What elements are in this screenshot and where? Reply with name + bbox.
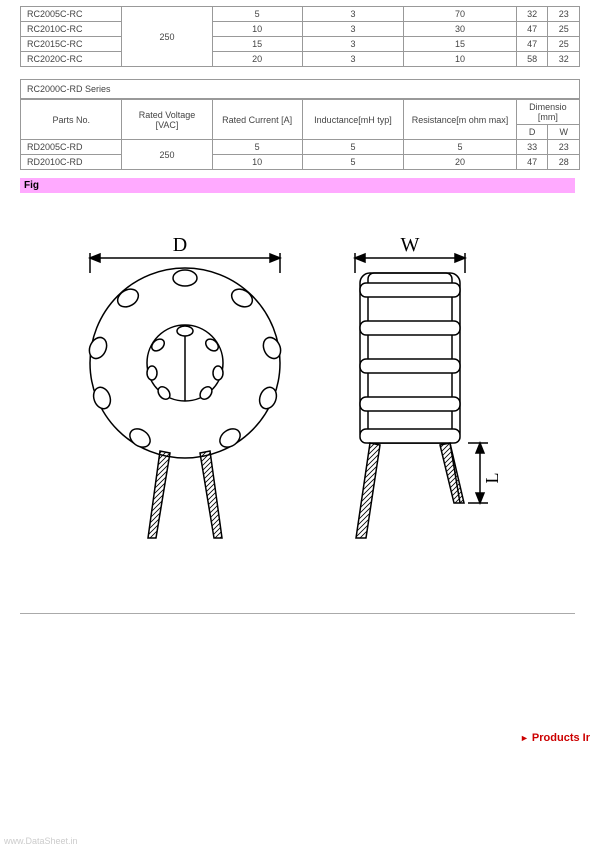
series-label: RC2000C-RD Series xyxy=(21,80,580,99)
part-cell: RD2010C-RD xyxy=(21,155,122,170)
products-link[interactable]: ► Products Ir xyxy=(520,732,590,744)
resistance-cell: 5 xyxy=(404,140,517,155)
resistance-cell: 15 xyxy=(404,37,517,52)
part-cell: RC2005C-RC xyxy=(21,7,122,22)
table-row: RC2010C-RC 10 3 30 47 25 xyxy=(21,22,580,37)
header-resistance: Resistance[m ohm max] xyxy=(404,100,517,140)
resistance-cell: 10 xyxy=(404,52,517,67)
d-cell: 32 xyxy=(516,7,548,22)
diagram-svg: D xyxy=(20,213,580,553)
w-cell: 32 xyxy=(548,52,580,67)
d-cell: 58 xyxy=(516,52,548,67)
header-current: Rated Current [A] xyxy=(212,100,302,140)
inductance-cell: 3 xyxy=(302,52,403,67)
current-cell: 10 xyxy=(212,22,302,37)
header-d: D xyxy=(516,125,548,140)
arrow-icon: ► xyxy=(520,733,529,743)
current-cell: 15 xyxy=(212,37,302,52)
current-cell: 5 xyxy=(212,7,302,22)
header-inductance: Inductance[mH typ] xyxy=(302,100,403,140)
header-dimension: Dimensio [mm] xyxy=(516,100,579,125)
table-row: RC2005C-RC 250 5 3 70 32 23 xyxy=(21,7,580,22)
current-cell: 20 xyxy=(212,52,302,67)
inductance-cell: 5 xyxy=(302,155,403,170)
table-row: RC2015C-RC 15 3 15 47 25 xyxy=(21,37,580,52)
table-header-row: Parts No. Rated Voltage [VAC] Rated Curr… xyxy=(21,100,580,125)
table-row: RC2020C-RC 20 3 10 58 32 xyxy=(21,52,580,67)
resistance-cell: 20 xyxy=(404,155,517,170)
table-row: RD2005C-RD 250 5 5 5 33 23 xyxy=(21,140,580,155)
inductance-cell: 5 xyxy=(302,140,403,155)
w-cell: 28 xyxy=(548,155,580,170)
resistance-cell: 30 xyxy=(404,22,517,37)
inductance-cell: 3 xyxy=(302,22,403,37)
w-label: W xyxy=(401,234,420,256)
inductance-cell: 3 xyxy=(302,37,403,52)
w-cell: 25 xyxy=(548,22,580,37)
table-rd-series: Parts No. Rated Voltage [VAC] Rated Curr… xyxy=(20,99,580,170)
w-cell: 23 xyxy=(548,7,580,22)
resistance-cell: 70 xyxy=(404,7,517,22)
d-label: D xyxy=(173,234,187,256)
d-cell: 47 xyxy=(516,37,548,52)
d-cell: 47 xyxy=(516,22,548,37)
part-cell: RC2015C-RC xyxy=(21,37,122,52)
current-cell: 10 xyxy=(212,155,302,170)
l-label: L xyxy=(482,473,502,484)
table-row: RD2010C-RD 10 5 20 47 28 xyxy=(21,155,580,170)
w-cell: 25 xyxy=(548,37,580,52)
voltage-cell: 250 xyxy=(122,7,212,67)
header-parts: Parts No. xyxy=(21,100,122,140)
w-cell: 23 xyxy=(548,140,580,155)
watermark: www.DataSheet.in xyxy=(4,836,78,846)
header-voltage: Rated Voltage [VAC] xyxy=(122,100,212,140)
series-label-table: RC2000C-RD Series xyxy=(20,79,580,99)
part-cell: RC2020C-RC xyxy=(21,52,122,67)
inductance-cell: 3 xyxy=(302,7,403,22)
fig-heading: Fig xyxy=(20,178,575,193)
component-diagram: D xyxy=(20,213,580,553)
d-cell: 33 xyxy=(516,140,548,155)
d-cell: 47 xyxy=(516,155,548,170)
part-cell: RD2005C-RD xyxy=(21,140,122,155)
products-link-label: Products Ir xyxy=(532,732,590,744)
table-rc-series: RC2005C-RC 250 5 3 70 32 23 RC2010C-RC 1… xyxy=(20,6,580,67)
divider xyxy=(20,613,575,614)
part-cell: RC2010C-RC xyxy=(21,22,122,37)
current-cell: 5 xyxy=(212,140,302,155)
voltage-cell: 250 xyxy=(122,140,212,170)
header-w: W xyxy=(548,125,580,140)
